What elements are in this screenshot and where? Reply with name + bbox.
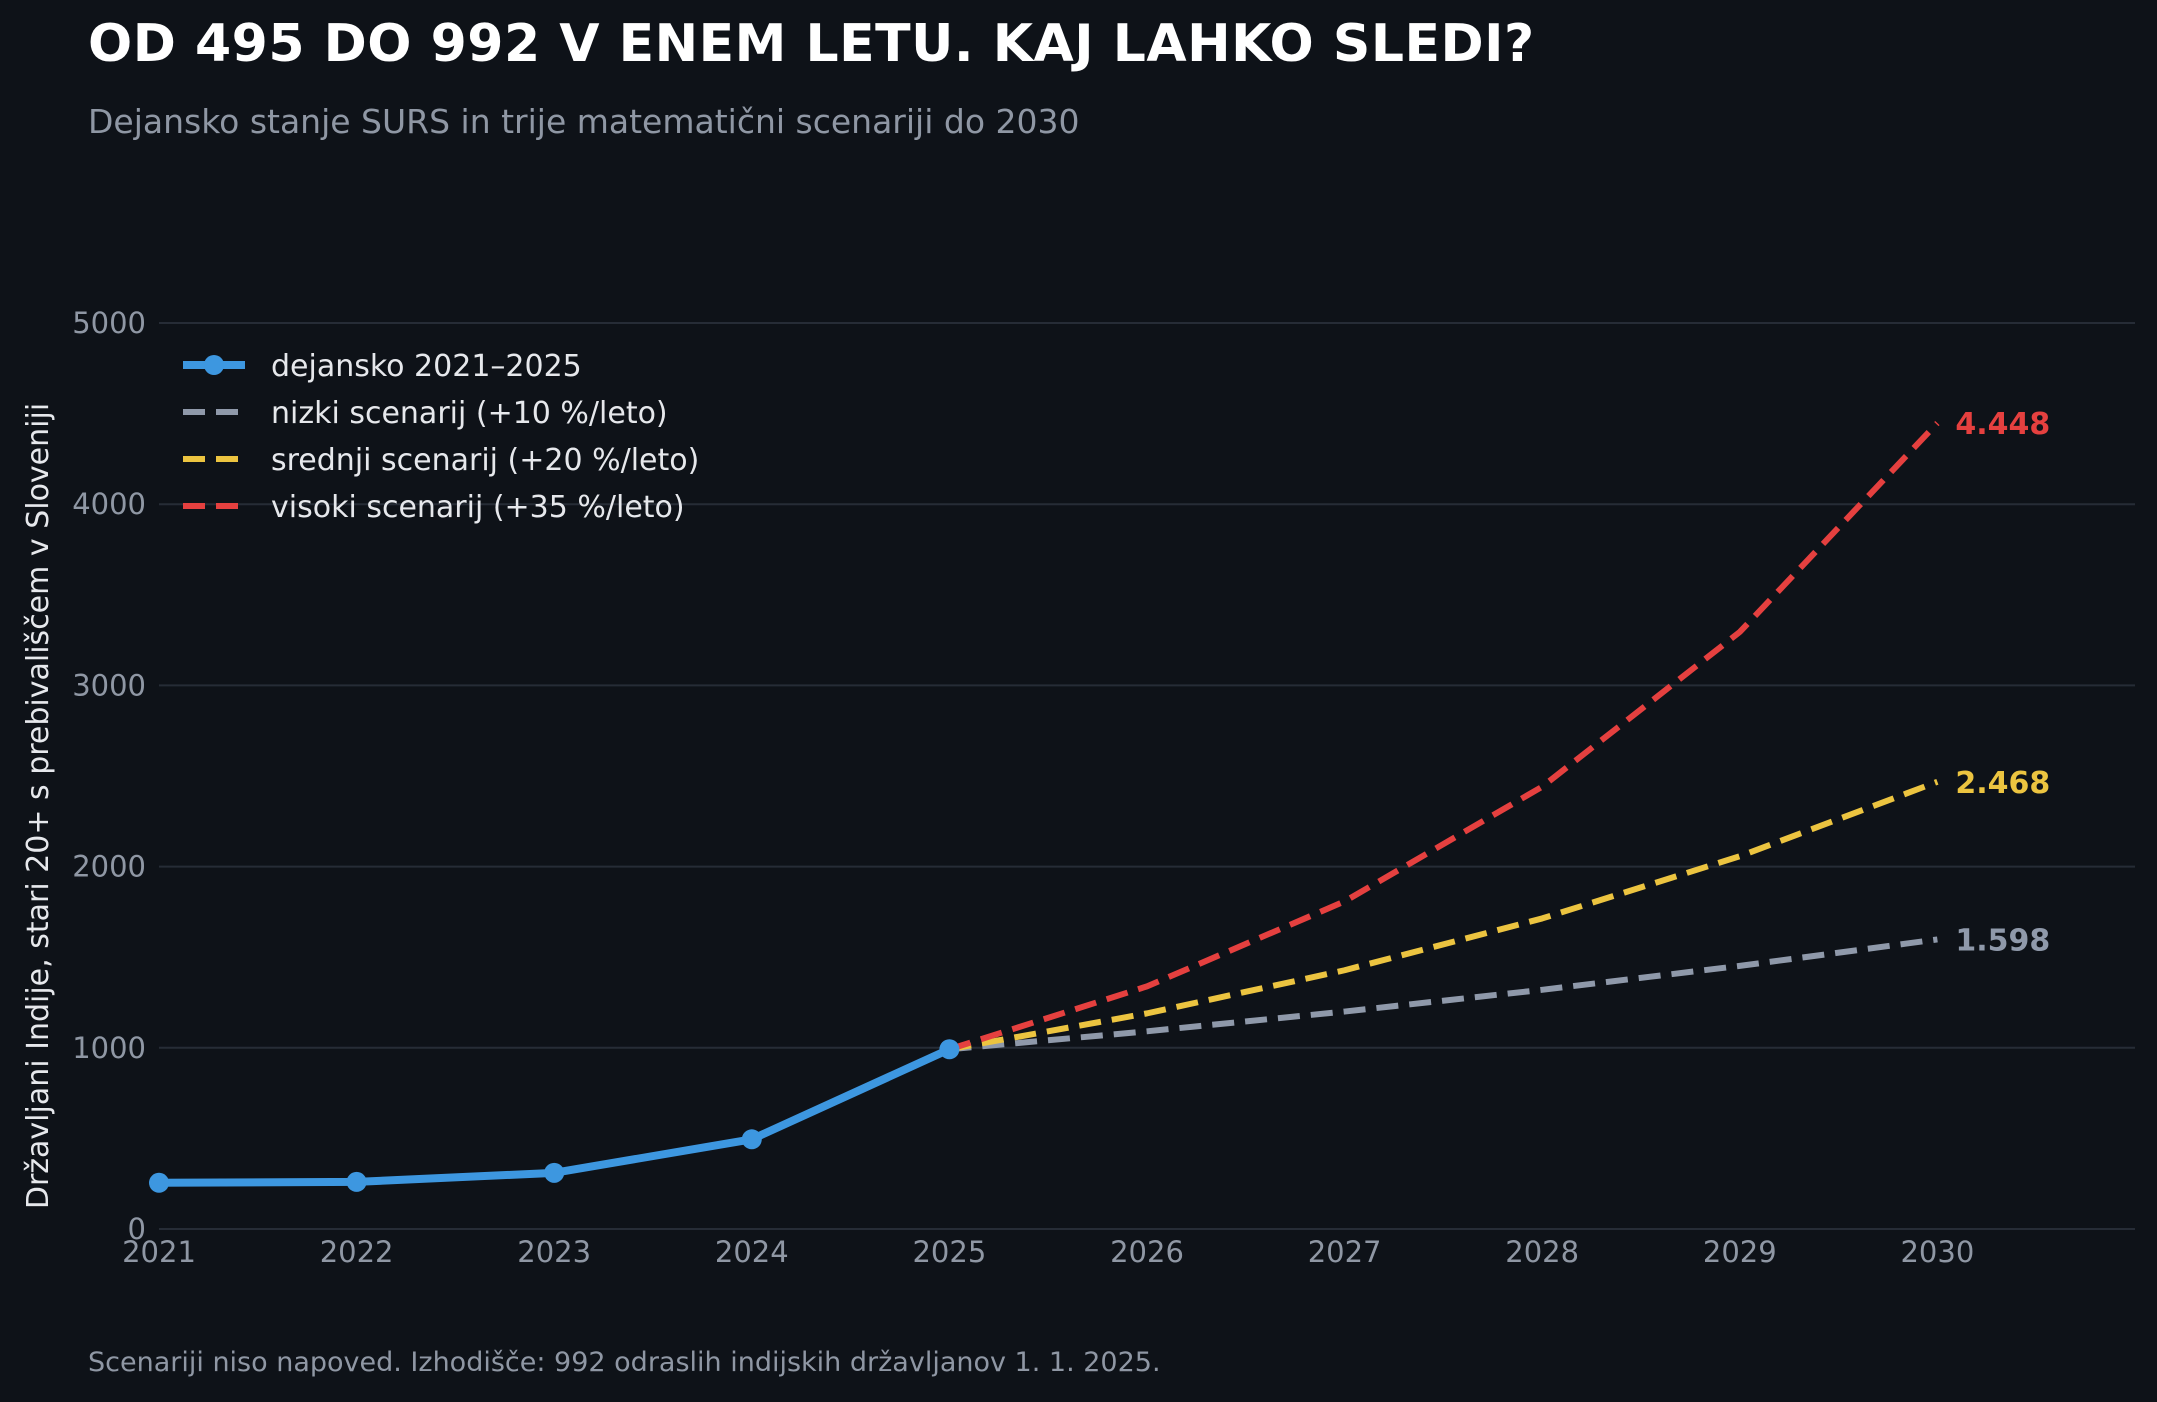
x-tick-label: 2026: [1110, 1235, 1184, 1269]
legend-label: nizki scenarij (+10 %/leto): [271, 396, 668, 431]
y-tick-label: 0: [128, 1212, 146, 1246]
x-tick-label: 2030: [1900, 1235, 1974, 1269]
data-point: [741, 1129, 762, 1150]
series-line-3: [948, 420, 1940, 1053]
legend-label: visoki scenarij (+35 %/leto): [271, 490, 685, 525]
grid-lines: [159, 322, 2135, 1230]
chart-subtitle: Dejansko stanje SURS in trije matematičn…: [88, 102, 1080, 141]
data-point: [149, 1172, 169, 1193]
legend-marker: [204, 355, 224, 375]
y-tick-label: 4000: [72, 487, 146, 521]
legend-label: srednji scenarij (+20 %/leto): [271, 443, 699, 478]
y-tick-label: 5000: [72, 306, 146, 340]
y-tick-label: 1000: [72, 1031, 146, 1065]
x-tick-label: 2025: [912, 1235, 986, 1269]
series-lines: [149, 420, 1940, 1193]
chart-title: OD 495 DO 992 V ENEM LETU. KAJ LAHKO SLE…: [88, 14, 1535, 74]
x-tick-label: 2024: [715, 1235, 789, 1269]
legend-label: dejansko 2021–2025: [271, 349, 582, 384]
y-axis-label: Državljani Indije, stari 20+ s prebivali…: [21, 403, 56, 1209]
data-point: [544, 1162, 565, 1183]
x-tick-label: 2022: [320, 1235, 394, 1269]
series-line-2: [948, 778, 1939, 1053]
end-labels: 1.598 2.468 4.448: [1955, 407, 2050, 958]
y-tick-label: 3000: [72, 668, 146, 702]
data-point: [939, 1039, 960, 1060]
x-tick-label: 2028: [1505, 1235, 1579, 1269]
end-value-label: 1.598: [1955, 923, 2050, 958]
x-tick-label: 2021: [122, 1235, 196, 1269]
x-tick-label: 2029: [1703, 1235, 1777, 1269]
y-tick-label: 2000: [72, 850, 146, 884]
series-line-1: [949, 936, 1938, 1053]
end-value-label: 2.468: [1955, 766, 2050, 801]
series-line-0: [155, 1045, 954, 1187]
legend: dejansko 2021–2025 nizki scenarij (+10 %/…: [183, 349, 699, 525]
x-tick-label: 2023: [517, 1235, 591, 1269]
footnote: Scenariji niso napoved. Izhodišče: 992 o…: [88, 1347, 1161, 1378]
data-point: [346, 1171, 367, 1192]
x-tick-label: 2027: [1308, 1235, 1382, 1269]
end-value-label: 4.448: [1955, 407, 2050, 442]
axes: 0 1000 2000 3000 4000 5000 2021 2022 2023 2024 202…: [21, 306, 1974, 1269]
